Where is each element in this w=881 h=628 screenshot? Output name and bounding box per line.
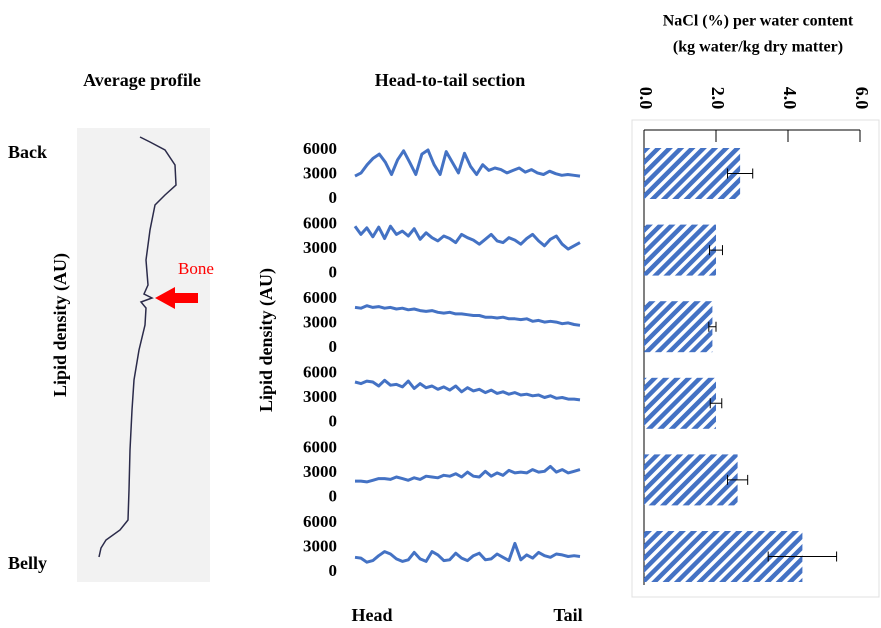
y-tick-label: 3000: [303, 536, 337, 555]
x-tick-label: 2.0: [708, 87, 728, 110]
line: [354, 541, 581, 564]
line: [355, 464, 581, 484]
y-tick-label: 0: [329, 561, 338, 580]
y-tick-label: 6000: [303, 288, 337, 307]
y-tick-label: 3000: [303, 462, 337, 481]
y-tick-label: 6000: [303, 437, 337, 456]
bar-title: NaCl (%) per water content: [663, 13, 854, 30]
x-tick-label: 6.0: [852, 87, 872, 110]
bone-label: Bone: [178, 259, 214, 278]
profile-image: [77, 128, 210, 582]
bar-frame: [631, 119, 880, 598]
y-tick-label: 0: [329, 188, 338, 207]
bar: [644, 301, 713, 353]
error-bar: [708, 321, 717, 332]
profile-line: [98, 136, 177, 558]
error-bar: [767, 551, 838, 562]
head-label: Head: [351, 605, 392, 625]
y-tick-label: 3000: [303, 163, 337, 182]
line: [354, 148, 581, 178]
line: [354, 378, 581, 402]
bar: [644, 148, 741, 199]
profile-title: Average profile: [83, 70, 201, 90]
y-tick-label: 6000: [303, 139, 337, 158]
y-tick-label: 3000: [303, 387, 337, 406]
bar: [644, 377, 716, 429]
bone-arrow: [155, 287, 198, 309]
x-tick-label: 4.0: [780, 87, 800, 110]
x-tick-label: 0.0: [636, 87, 656, 110]
tail-label: Tail: [553, 605, 582, 625]
bar-title: (kg water/kg dry matter): [673, 39, 843, 56]
y-tick-label: 6000: [303, 363, 337, 382]
y-tick-label: 0: [329, 486, 338, 505]
y-tick-label: 3000: [303, 238, 337, 257]
error-bar: [709, 245, 723, 256]
y-tick-label: 3000: [303, 313, 337, 332]
bar: [644, 454, 738, 506]
bar: [644, 224, 716, 276]
profile-y-label: Lipid density (AU): [50, 253, 71, 397]
y-tick-label: 6000: [303, 512, 337, 531]
error-bar: [727, 474, 749, 485]
y-tick-label: 6000: [303, 214, 337, 233]
error-bar: [709, 398, 723, 409]
line: [354, 304, 581, 327]
back-label: Back: [8, 142, 47, 162]
y-tick-label: 0: [329, 263, 338, 282]
line: [353, 224, 581, 251]
line-y-label: Lipid density (AU): [256, 268, 277, 412]
y-tick-label: 0: [329, 337, 338, 356]
y-tick-label: 0: [329, 412, 338, 431]
belly-label: Belly: [8, 553, 47, 573]
line-title: Head-to-tail section: [375, 70, 525, 90]
error-bar: [727, 168, 754, 179]
